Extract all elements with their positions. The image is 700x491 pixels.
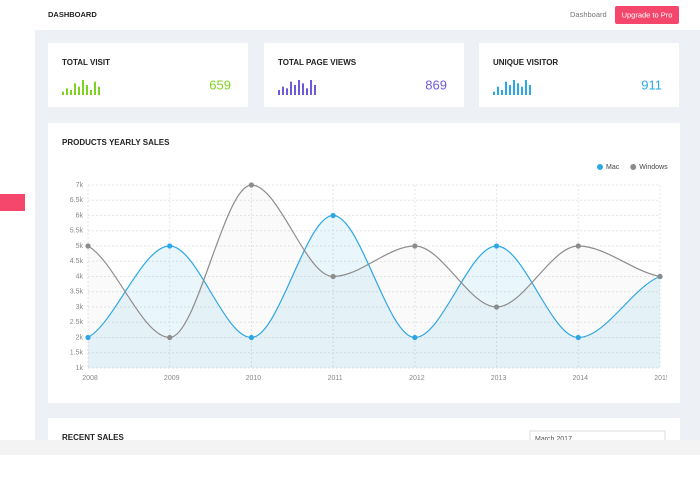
y-tick-label: 6k — [76, 212, 84, 219]
series-line — [87, 184, 661, 339]
data-point — [330, 273, 336, 280]
data-point — [85, 334, 91, 341]
sparkline-bar — [505, 81, 507, 95]
stat-card — [479, 43, 679, 107]
data-point — [493, 243, 500, 249]
page-title: DASHBOARD — [48, 10, 97, 19]
data-point — [493, 304, 500, 310]
sparkline-bar — [62, 91, 64, 95]
data-point — [575, 243, 581, 249]
x-tick-label: 2008 — [82, 375, 98, 382]
sparkline-bar — [310, 80, 312, 95]
x-tick-label: 2013 — [491, 375, 507, 382]
sparkline-bar — [497, 86, 499, 95]
month-select[interactable] — [529, 430, 666, 447]
data-point — [167, 334, 173, 341]
legend-swatch — [630, 164, 637, 170]
sparkline-bar — [278, 90, 280, 95]
series-area — [88, 215, 660, 368]
data-point — [85, 243, 91, 249]
y-tick-label: 3.5k — [70, 289, 84, 296]
month-select-label[interactable]: March 2017 — [535, 436, 572, 443]
sparkline-bar — [501, 90, 503, 95]
x-tick-label: 2009 — [164, 375, 180, 382]
stat-title: UNIQUE VISITOR — [493, 58, 558, 67]
y-tick-label: 5k — [76, 243, 84, 250]
sparkline-bar — [525, 80, 527, 95]
y-tick-label: 4.5k — [70, 258, 84, 265]
x-tick-label: 2014 — [572, 375, 588, 382]
sparkline-bar — [493, 91, 495, 95]
x-tick-label: 2012 — [409, 375, 425, 382]
sparkline-bar — [286, 88, 288, 95]
sparkline-bar — [302, 83, 304, 95]
series-area — [88, 185, 660, 368]
x-tick-label: 2010 — [246, 375, 262, 382]
upgrade-button-label[interactable]: Upgrade to Pro — [622, 10, 673, 19]
legend-label: Mac — [606, 164, 620, 171]
stat-value: 659 — [209, 77, 231, 92]
y-tick-label: 4k — [76, 273, 84, 280]
sparkline-bar — [509, 85, 511, 95]
sparkline-bar — [517, 83, 519, 95]
chart-card — [48, 123, 680, 403]
top-bar — [35, 0, 700, 30]
sparkline-bar — [294, 85, 296, 95]
y-tick-label: 2.5k — [70, 319, 84, 326]
sparkline-bar — [298, 80, 300, 95]
data-point — [248, 334, 255, 341]
data-point — [330, 212, 336, 219]
x-tick-label: 2011 — [328, 375, 343, 382]
sparkline-bar — [66, 88, 68, 95]
stat-value: 869 — [425, 77, 447, 92]
sparkline-bar — [513, 80, 515, 95]
recent-title: RECENT SALES — [62, 433, 124, 442]
recent-card — [48, 418, 680, 440]
y-tick-label: 6.5k — [70, 197, 84, 204]
sparkline-bar — [78, 86, 80, 95]
y-tick-label: 3k — [76, 304, 84, 311]
data-point — [412, 243, 418, 249]
sidebar-active-item[interactable] — [0, 194, 25, 211]
data-point — [412, 334, 418, 341]
sparkline-bar — [86, 85, 88, 95]
x-tick-label: 2015 — [654, 375, 670, 382]
sparkline-bar — [314, 85, 316, 95]
sparkline-bar — [74, 83, 76, 95]
data-point — [575, 334, 581, 341]
chart-title: PRODUCTS YEARLY SALES — [62, 138, 170, 147]
y-tick-label: 5.5k — [70, 228, 84, 235]
stat-value: 911 — [641, 77, 662, 92]
stat-card — [264, 43, 464, 107]
breadcrumb[interactable]: Dashboard — [570, 10, 607, 19]
sparkline-bar — [521, 86, 523, 95]
sparkline-bar — [90, 90, 92, 95]
sparkline-bar — [82, 80, 84, 95]
sparkline-bar — [529, 85, 531, 95]
stat-title: TOTAL VISIT — [62, 58, 110, 67]
stat-title: TOTAL PAGE VIEWS — [278, 58, 357, 67]
series-line — [87, 214, 661, 339]
y-tick-label: 2k — [76, 334, 84, 341]
data-point — [248, 182, 255, 188]
legend-label: Windows — [639, 164, 668, 171]
legend-swatch — [597, 164, 603, 170]
data-point — [167, 243, 173, 249]
upgrade-button[interactable] — [615, 6, 679, 24]
y-tick-label: 1.5k — [70, 350, 84, 357]
sparkline-bar — [94, 81, 96, 95]
data-point — [657, 273, 663, 280]
sparkline-bar — [306, 88, 308, 95]
y-tick-label: 1k — [76, 365, 84, 372]
sparkline-bar — [98, 86, 100, 95]
sparkline-bar — [70, 90, 72, 95]
y-tick-label: 7k — [76, 182, 84, 189]
sparkline-bar — [282, 86, 284, 95]
sparkline-bar — [290, 81, 292, 95]
stat-card — [48, 43, 248, 107]
